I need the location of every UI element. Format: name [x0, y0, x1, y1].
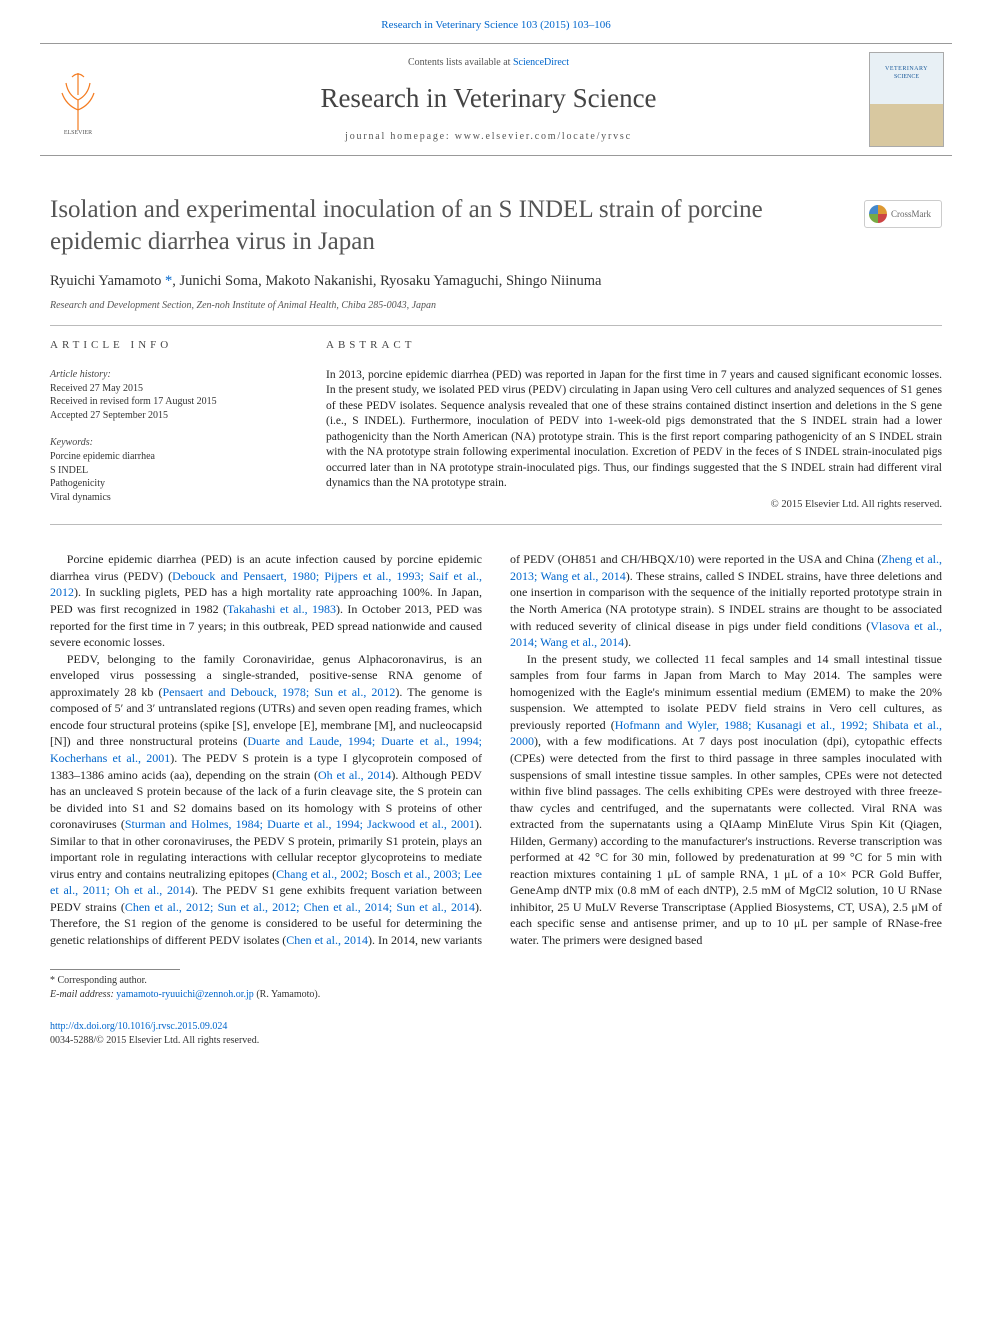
keywords-label: Keywords:	[50, 436, 290, 450]
top-journal-ref: Research in Veterinary Science 103 (2015…	[0, 0, 992, 43]
ref-link[interactable]: Sturman and Holmes, 1984; Duarte et al.,…	[125, 817, 475, 831]
rule-top	[50, 325, 942, 326]
issn-copyright: 0034-5288/© 2015 Elsevier Ltd. All right…	[50, 1034, 942, 1048]
ref-link[interactable]: Pensaert and Debouck, 1978; Sun et al., …	[162, 685, 395, 699]
email-link[interactable]: yamamoto-ryuuichi@zennoh.or.jp	[116, 989, 254, 1000]
authors-rest: , Junichi Soma, Makoto Nakanishi, Ryosak…	[172, 273, 601, 289]
history-label: Article history:	[50, 368, 290, 382]
rule-bottom	[50, 524, 942, 525]
elsevier-logo: ELSEVIER	[48, 65, 108, 135]
keyword-2: Pathogenicity	[50, 477, 290, 491]
history-received: Received 27 May 2015	[50, 382, 290, 396]
article-info-col: article info Article history: Received 2…	[50, 338, 290, 512]
ref-link[interactable]: Chen et al., 2012; Sun et al., 2012; Che…	[125, 900, 475, 914]
doi-block: http://dx.doi.org/10.1016/j.rvsc.2015.09…	[50, 1020, 942, 1048]
corr-line: * Corresponding author.	[50, 974, 942, 988]
header-center: Contents lists available at ScienceDirec…	[108, 56, 869, 144]
crossmark-label: CrossMark	[891, 208, 931, 221]
footnote-rule	[50, 969, 180, 970]
abstract-col: abstract In 2013, porcine epidemic diarr…	[326, 338, 942, 512]
ref-link[interactable]: Oh et al., 2014	[318, 768, 391, 782]
journal-homepage-line: journal homepage: www.elsevier.com/locat…	[108, 130, 869, 144]
history-revised: Received in revised form 17 August 2015	[50, 395, 290, 409]
body-p1: Porcine epidemic diarrhea (PED) is an ac…	[50, 551, 482, 650]
abstract-copyright: © 2015 Elsevier Ltd. All rights reserved…	[326, 498, 942, 513]
doi-link[interactable]: http://dx.doi.org/10.1016/j.rvsc.2015.09…	[50, 1021, 227, 1032]
article-title: Isolation and experimental inoculation o…	[50, 194, 840, 257]
journal-cover-thumbnail	[869, 52, 944, 147]
homepage-prefix: journal homepage:	[345, 131, 455, 142]
ref-link[interactable]: Chen et al., 2014	[286, 933, 368, 947]
article-meta-row: article info Article history: Received 2…	[50, 338, 942, 512]
abstract-label: abstract	[326, 338, 942, 353]
body-p3: In the present study, we collected 11 fe…	[510, 651, 942, 949]
sciencedirect-link[interactable]: ScienceDirect	[513, 57, 569, 68]
abstract-text: In 2013, porcine epidemic diarrhea (PED)…	[326, 368, 942, 492]
email-line: E-mail address: yamamoto-ryuuichi@zennoh…	[50, 988, 942, 1002]
crossmark-badge[interactable]: CrossMark	[864, 200, 942, 228]
ref-link[interactable]: Takahashi et al., 1983	[227, 602, 336, 616]
svg-text:ELSEVIER: ELSEVIER	[64, 130, 92, 135]
keyword-0: Porcine epidemic diarrhea	[50, 450, 290, 464]
history-accepted: Accepted 27 September 2015	[50, 409, 290, 423]
keyword-3: Viral dynamics	[50, 491, 290, 505]
keyword-1: S INDEL	[50, 464, 290, 478]
email-label: E-mail address:	[50, 989, 116, 1000]
corr-author-footnote: * Corresponding author. E-mail address: …	[50, 974, 942, 1002]
contents-lists-line: Contents lists available at ScienceDirec…	[108, 56, 869, 70]
homepage-url: www.elsevier.com/locate/yrvsc	[455, 131, 632, 142]
email-suffix: (R. Yamamoto).	[254, 989, 320, 1000]
journal-header-band: ELSEVIER Contents lists available at Sci…	[40, 43, 952, 156]
author-first: Ryuichi Yamamoto	[50, 273, 165, 289]
body-columns: Porcine epidemic diarrhea (PED) is an ac…	[50, 551, 942, 948]
article-info-label: article info	[50, 338, 290, 353]
affiliation: Research and Development Section, Zen-no…	[50, 299, 942, 313]
authors-line: Ryuichi Yamamoto *, Junichi Soma, Makoto…	[50, 271, 942, 291]
top-journal-ref-link[interactable]: Research in Veterinary Science 103 (2015…	[381, 19, 611, 31]
contents-prefix: Contents lists available at	[408, 57, 513, 68]
article-header: CrossMark Isolation and experimental ino…	[50, 194, 942, 313]
journal-name: Research in Veterinary Science	[108, 80, 869, 118]
